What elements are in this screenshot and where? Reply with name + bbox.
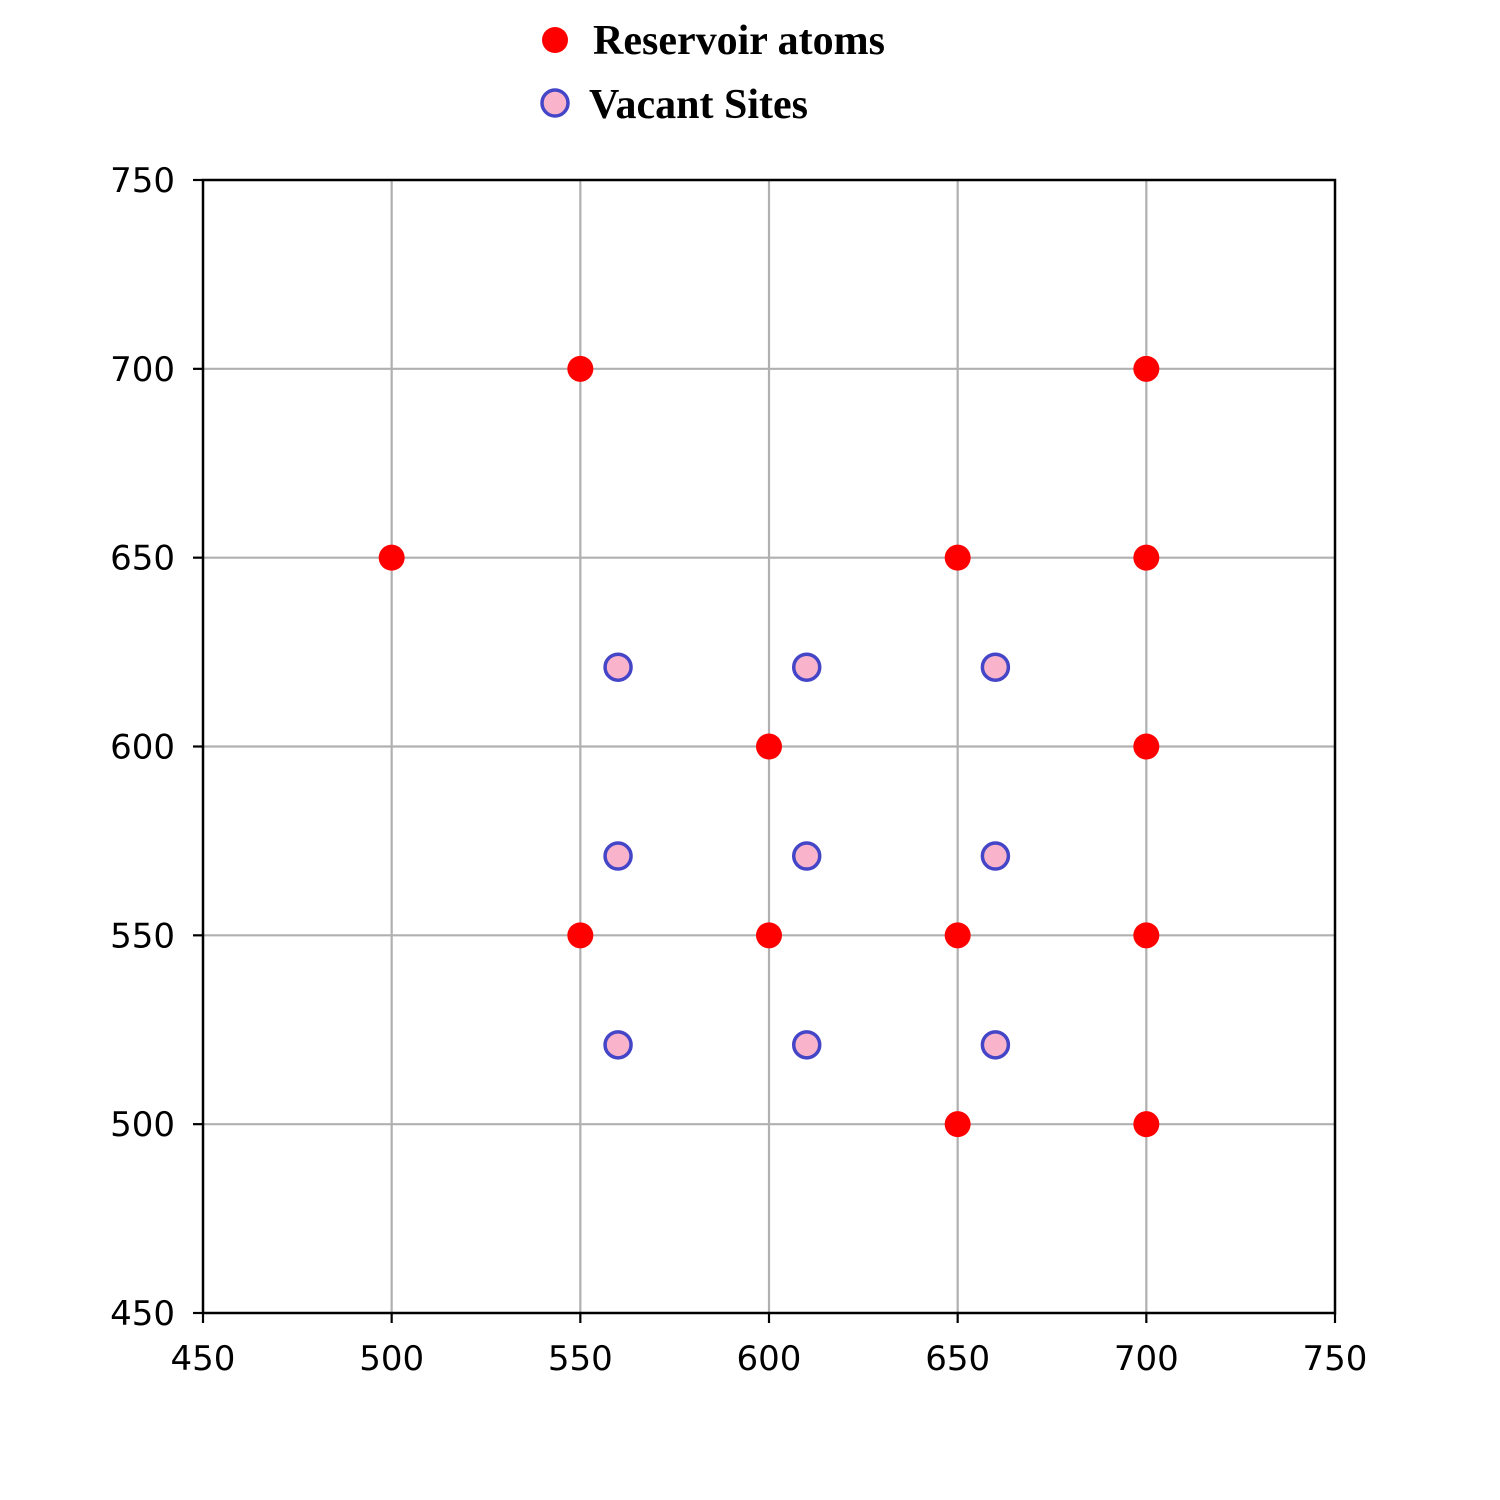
vacant-sites-series [603,652,1011,1060]
legend-item-reservoir-atoms: Reservoir atoms [542,18,885,64]
axis-ticks: 450 500 550 600 650 700 750 450 500 550 600 650 700 7… [110,161,1367,1379]
reservoir-atom-point [567,355,594,382]
reservoir-atom-point [1133,733,1160,760]
x-tick-label: 550 [548,1339,613,1379]
reservoir-atom-point [944,1111,971,1138]
y-tick-label: 650 [110,539,175,579]
vacant-site-point [980,652,1011,682]
y-tick-label: 550 [110,916,175,956]
reservoir-atom-point [944,922,971,949]
x-tick-label: 450 [171,1339,236,1379]
x-tick-label: 700 [1114,1339,1179,1379]
legend-label: Reservoir atoms [593,18,885,64]
vacant-site-point [980,1030,1011,1060]
y-tick-label: 500 [110,1105,175,1145]
reservoir-atoms-series [378,355,1160,1138]
reservoir-atom-point [1133,1111,1160,1138]
legend-label: Vacant Sites [589,82,808,128]
vacant-site-point [603,841,633,871]
reservoir-atom-point [944,544,971,571]
y-tick-label: 450 [110,1294,175,1334]
vacant-site-point [603,1030,633,1060]
reservoir-atom-point [756,922,782,949]
reservoir-atom-point [1133,355,1160,382]
data-points [378,355,1160,1138]
vacant-site-point [791,652,822,682]
legend: Reservoir atoms Vacant Sites [540,18,885,128]
vacant-site-point [603,652,633,682]
legend-item-vacant-sites: Vacant Sites [540,82,808,128]
reservoir-atom-point [1133,922,1160,949]
reservoir-atom-point [756,733,782,760]
reservoir-atom-point [1133,544,1160,571]
y-tick-label: 600 [110,728,175,768]
legend-marker [540,88,570,118]
y-tick-label: 750 [110,161,175,201]
vacant-site-point [791,1030,822,1060]
reservoir-atom-point [378,544,405,571]
legend-marker [542,27,568,53]
x-tick-label: 500 [359,1339,424,1379]
vacant-site-point [791,841,822,871]
x-tick-label: 750 [1303,1339,1368,1379]
y-tick-label: 700 [110,350,175,390]
x-tick-label: 600 [737,1339,802,1379]
vacant-site-point [980,841,1011,871]
reservoir-atom-point [567,922,594,949]
x-tick-label: 650 [925,1339,990,1379]
